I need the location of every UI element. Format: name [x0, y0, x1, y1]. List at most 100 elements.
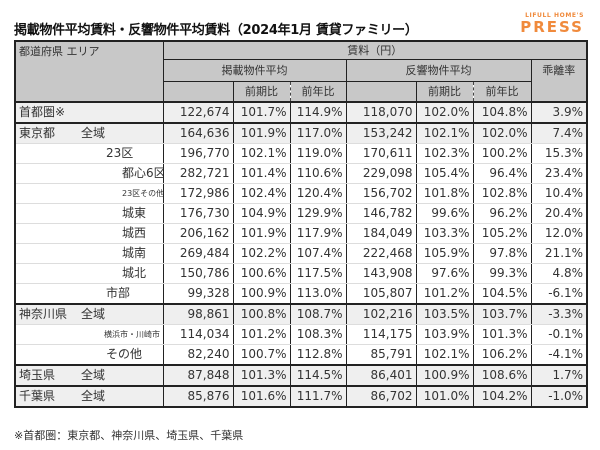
response-qoq: 97.6%	[415, 263, 474, 284]
response-qoq: 105.4%	[415, 163, 474, 184]
header-listed-average: 掲載物件平均	[162, 59, 347, 82]
listed-qoq: 102.4%	[232, 183, 291, 204]
row-area: 千葉県 全域	[14, 385, 164, 408]
response-qoq: 101.2%	[415, 283, 474, 305]
listed-qoq: 102.2%	[232, 243, 291, 264]
listed-average: 150,786	[162, 263, 234, 284]
listed-yoy: 114.5%	[289, 364, 347, 387]
listed-yoy: 120.4%	[289, 183, 347, 204]
response-yoy: 104.8%	[472, 101, 532, 124]
response-yoy: 96.2%	[472, 203, 532, 224]
row-area: 23区その他	[14, 183, 164, 204]
row-area: 埼玉県 全域	[14, 364, 164, 387]
listed-yoy: 117.5%	[289, 263, 347, 284]
response-average: 85,791	[345, 344, 417, 366]
table-row: 都心6区 282,721 101.4% 110.6% 229,098 105.4…	[14, 163, 589, 184]
table-row: 千葉県 全域 85,876 101.6% 111.7% 86,702 101.0%…	[14, 385, 589, 408]
listed-average: 164,636	[162, 122, 234, 144]
listed-qoq: 101.3%	[232, 364, 291, 387]
listed-yoy: 108.3%	[289, 324, 347, 345]
table-row: 埼玉県 全域 87,848 101.3% 114.5% 86,401 100.9%…	[14, 364, 589, 387]
response-average: 170,611	[345, 143, 417, 164]
listed-qoq: 101.9%	[232, 223, 291, 244]
table-row: 城南 269,484 102.2% 107.4% 222,468 105.9% …	[14, 243, 589, 264]
listed-qoq: 101.7%	[232, 101, 291, 124]
listed-average: 206,162	[162, 223, 234, 244]
deviation-rate: 20.4%	[530, 203, 589, 224]
header-listed-yoy: 前年比	[289, 81, 347, 103]
deviation-rate: 10.4%	[530, 183, 589, 204]
listed-qoq: 101.2%	[232, 324, 291, 345]
response-average: 105,807	[345, 283, 417, 305]
response-yoy: 102.8%	[472, 183, 532, 204]
listed-average: 176,730	[162, 203, 234, 224]
listed-yoy: 113.0%	[289, 283, 347, 305]
prefecture-label: 千葉県	[19, 389, 56, 403]
table-row: 城西 206,162 101.9% 117.9% 184,049 103.3% …	[14, 223, 589, 244]
response-qoq: 102.1%	[415, 122, 474, 144]
response-average: 114,175	[345, 324, 417, 345]
row-area: 首都圏※	[14, 101, 164, 124]
table-row: 神奈川県 全域 98,861 100.8% 108.7% 102,216 103.…	[14, 303, 589, 325]
table-row: 市部 99,328 100.9% 113.0% 105,807 101.2% 1…	[14, 283, 589, 305]
response-average: 86,702	[345, 385, 417, 408]
header-response-qoq: 前期比	[415, 81, 474, 103]
listed-qoq: 102.1%	[232, 143, 291, 164]
area-label: 全域	[81, 368, 106, 382]
header-response-yoy: 前年比	[472, 81, 532, 103]
response-qoq: 100.9%	[415, 364, 474, 387]
listed-average: 282,721	[162, 163, 234, 184]
response-average: 143,908	[345, 263, 417, 284]
header-response-blank	[345, 81, 417, 103]
listed-yoy: 110.6%	[289, 163, 347, 184]
response-qoq: 103.3%	[415, 223, 474, 244]
table-row: 首都圏※ 122,674 101.7% 114.9% 118,070 102.0…	[14, 101, 589, 124]
table-row: その他 82,240 100.7% 112.8% 85,791 102.1% 1…	[14, 344, 589, 366]
rent-table: 都道府県 エリア 賃料（円） 掲載物件平均 反響物件平均 乖離率 前期比 前年比…	[14, 40, 589, 408]
listed-average: 269,484	[162, 243, 234, 264]
deviation-rate: 21.1%	[530, 243, 589, 264]
response-average: 153,242	[345, 122, 417, 144]
header-rent: 賃料（円）	[162, 40, 589, 60]
row-area: 城東	[14, 203, 164, 224]
table-row: 東京都 全域 164,636 101.9% 117.0% 153,242 102.…	[14, 122, 589, 144]
listed-average: 122,674	[162, 101, 234, 124]
listed-qoq: 101.9%	[232, 122, 291, 144]
listed-qoq: 100.7%	[232, 344, 291, 366]
response-qoq: 103.9%	[415, 324, 474, 345]
listed-yoy: 117.0%	[289, 122, 347, 144]
response-yoy: 106.2%	[472, 344, 532, 366]
lifull-homes-press-logo: LIFULL HOME'S PRESS	[520, 12, 584, 35]
row-area: 都心6区	[14, 163, 164, 184]
response-qoq: 99.6%	[415, 203, 474, 224]
listed-average: 98,861	[162, 303, 234, 325]
listed-qoq: 100.8%	[232, 303, 291, 325]
area-label: 全域	[81, 389, 106, 403]
response-average: 184,049	[345, 223, 417, 244]
prefecture-label: 東京都	[19, 126, 56, 140]
response-average: 118,070	[345, 101, 417, 124]
table-row: 横浜市・川崎市 114,034 101.2% 108.3% 114,175 10…	[14, 324, 589, 345]
deviation-rate: 15.3%	[530, 143, 589, 164]
response-average: 156,702	[345, 183, 417, 204]
listed-yoy: 111.7%	[289, 385, 347, 408]
response-average: 229,098	[345, 163, 417, 184]
area-label: 全域	[81, 307, 106, 321]
page-title: 掲載物件平均賃料・反響物件平均賃料（2024年1月 賃貸ファミリー）	[14, 23, 418, 38]
deviation-rate: 4.8%	[530, 263, 589, 284]
deviation-rate: 1.7%	[530, 364, 589, 387]
listed-average: 172,986	[162, 183, 234, 204]
response-yoy: 101.3%	[472, 324, 532, 345]
logo-main-text: PRESS	[520, 18, 584, 36]
row-area: 市部	[14, 283, 164, 305]
response-yoy: 105.2%	[472, 223, 532, 244]
listed-qoq: 104.9%	[232, 203, 291, 224]
listed-qoq: 101.6%	[232, 385, 291, 408]
listed-qoq: 101.4%	[232, 163, 291, 184]
prefecture-label: 神奈川県	[19, 307, 68, 321]
listed-yoy: 119.0%	[289, 143, 347, 164]
row-area: 城北	[14, 263, 164, 284]
row-area: 横浜市・川崎市	[14, 324, 164, 345]
listed-average: 87,848	[162, 364, 234, 387]
header-listed-blank	[162, 81, 234, 103]
